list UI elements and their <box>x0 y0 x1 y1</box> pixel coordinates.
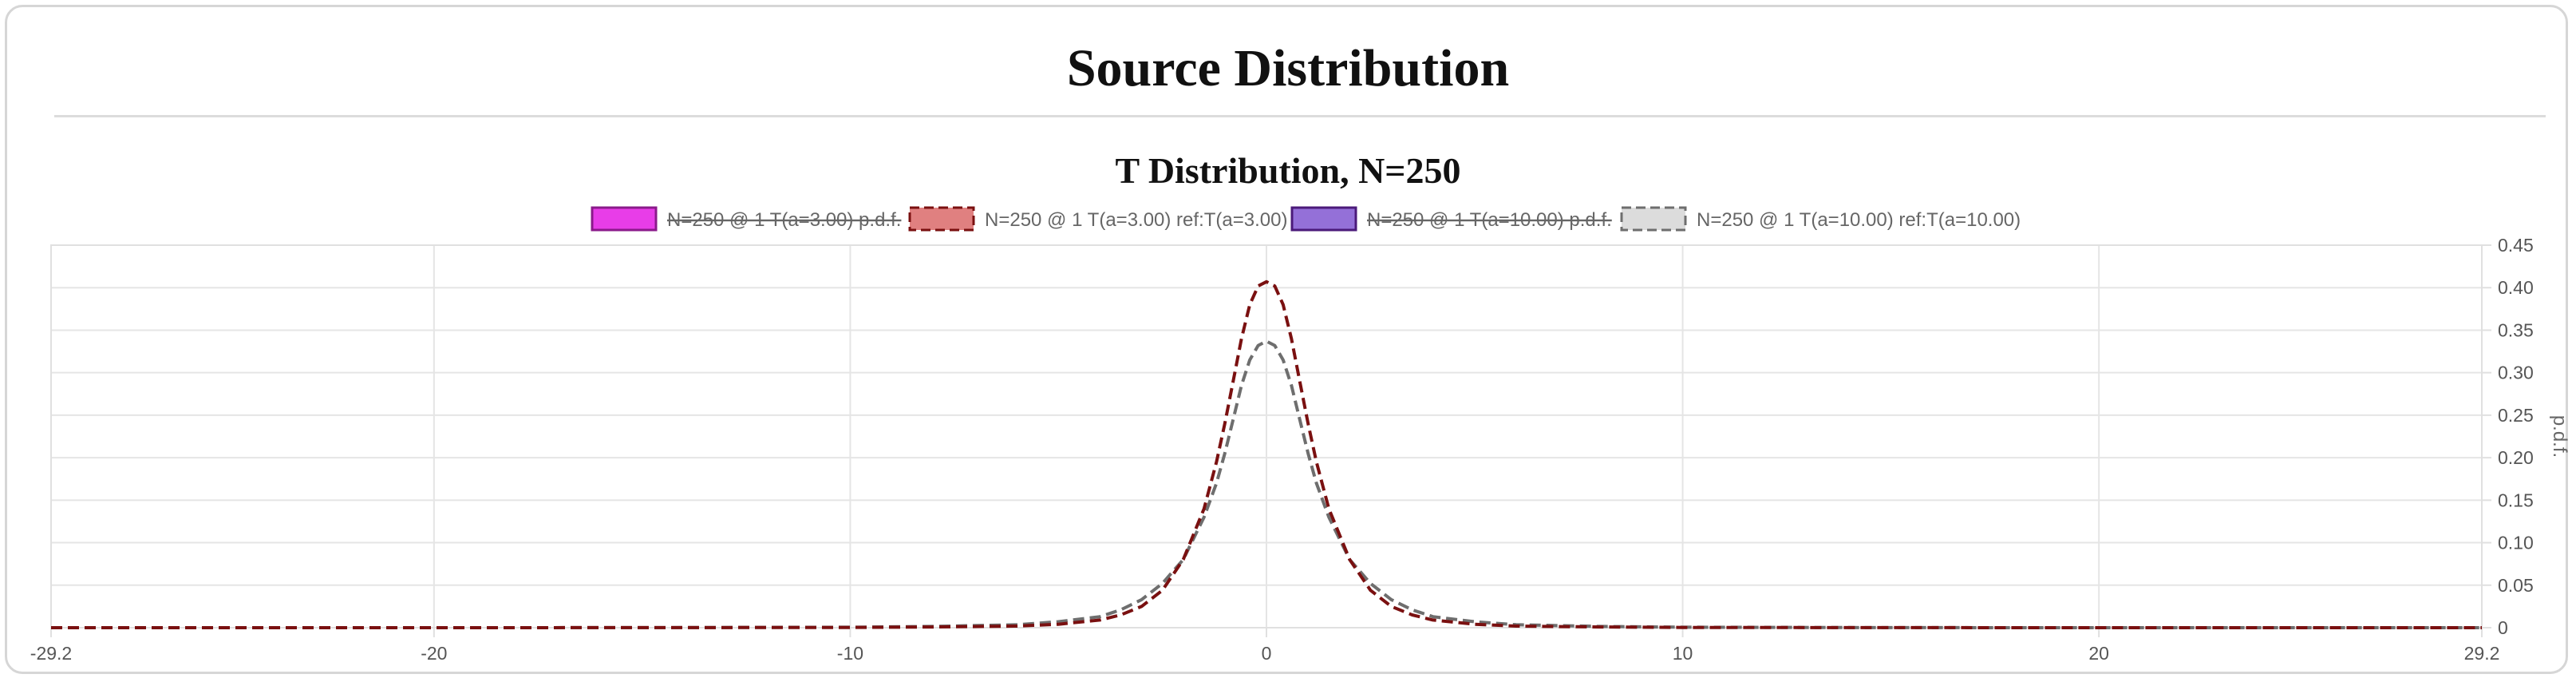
legend-swatch <box>1290 206 1357 232</box>
plot-area <box>50 244 2483 628</box>
y-tick-label: 0.10 <box>2498 533 2534 553</box>
x-tick-label: 0 <box>1262 643 1272 664</box>
legend-item[interactable]: N=250 @ 1 T(a=10.00) ref:T(a=10.00) <box>1620 206 2021 232</box>
legend-label: N=250 @ 1 T(a=3.00) p.d.f. <box>667 209 901 231</box>
grid <box>50 244 2491 637</box>
x-tick-label: 20 <box>2088 643 2109 664</box>
series-lines <box>51 280 2482 629</box>
y-axis-label: p.d.f. <box>2549 415 2570 458</box>
y-tick-label: 0.35 <box>2498 319 2534 340</box>
legend-swatch <box>908 206 975 232</box>
legend-label: N=250 @ 1 T(a=10.00) p.d.f. <box>1367 209 1612 231</box>
series-line <box>51 280 2482 629</box>
y-tick-label: 0.30 <box>2498 363 2534 383</box>
legend-swatch <box>1620 206 1687 232</box>
legend[interactable]: N=250 @ 1 T(a=3.00) p.d.f. N=250 @ 1 T(a=… <box>591 206 2021 232</box>
title-divider <box>54 115 2546 117</box>
y-tick-label: 0.40 <box>2498 277 2534 298</box>
y-tick-label: 0.15 <box>2498 490 2534 510</box>
page-title: Source Distribution <box>1066 39 1510 97</box>
y-tick-label: 0.45 <box>2498 235 2534 256</box>
x-tick-label: -29.2 <box>30 643 72 664</box>
legend-item[interactable]: N=250 @ 1 T(a=10.00) p.d.f. <box>1290 206 1612 232</box>
legend-swatch <box>591 206 658 232</box>
x-tick-label: 29.2 <box>2464 643 2500 664</box>
axis-ticks: 0 0.05 0.10 0.15 0.20 0.25 0.30 0.35 0.40 0.45 -29… <box>30 235 2534 664</box>
chart-title: T Distribution, N=250 <box>1115 150 1461 191</box>
x-tick-label: -20 <box>421 643 447 664</box>
y-tick-label: 0.25 <box>2498 405 2534 426</box>
y-tick-label: 0 <box>2498 617 2508 638</box>
legend-label: N=250 @ 1 T(a=3.00) ref:T(a=3.00) <box>985 209 1287 231</box>
x-tick-label: -10 <box>837 643 863 664</box>
y-tick-label: 0.20 <box>2498 447 2534 468</box>
legend-item[interactable]: N=250 @ 1 T(a=3.00) p.d.f. <box>591 206 901 232</box>
y-tick-label: 0.05 <box>2498 575 2534 596</box>
x-tick-label: 10 <box>1673 643 1693 664</box>
legend-item[interactable]: N=250 @ 1 T(a=3.00) ref:T(a=3.00) <box>908 206 1287 232</box>
legend-label: N=250 @ 1 T(a=10.00) ref:T(a=10.00) <box>1697 209 2021 231</box>
